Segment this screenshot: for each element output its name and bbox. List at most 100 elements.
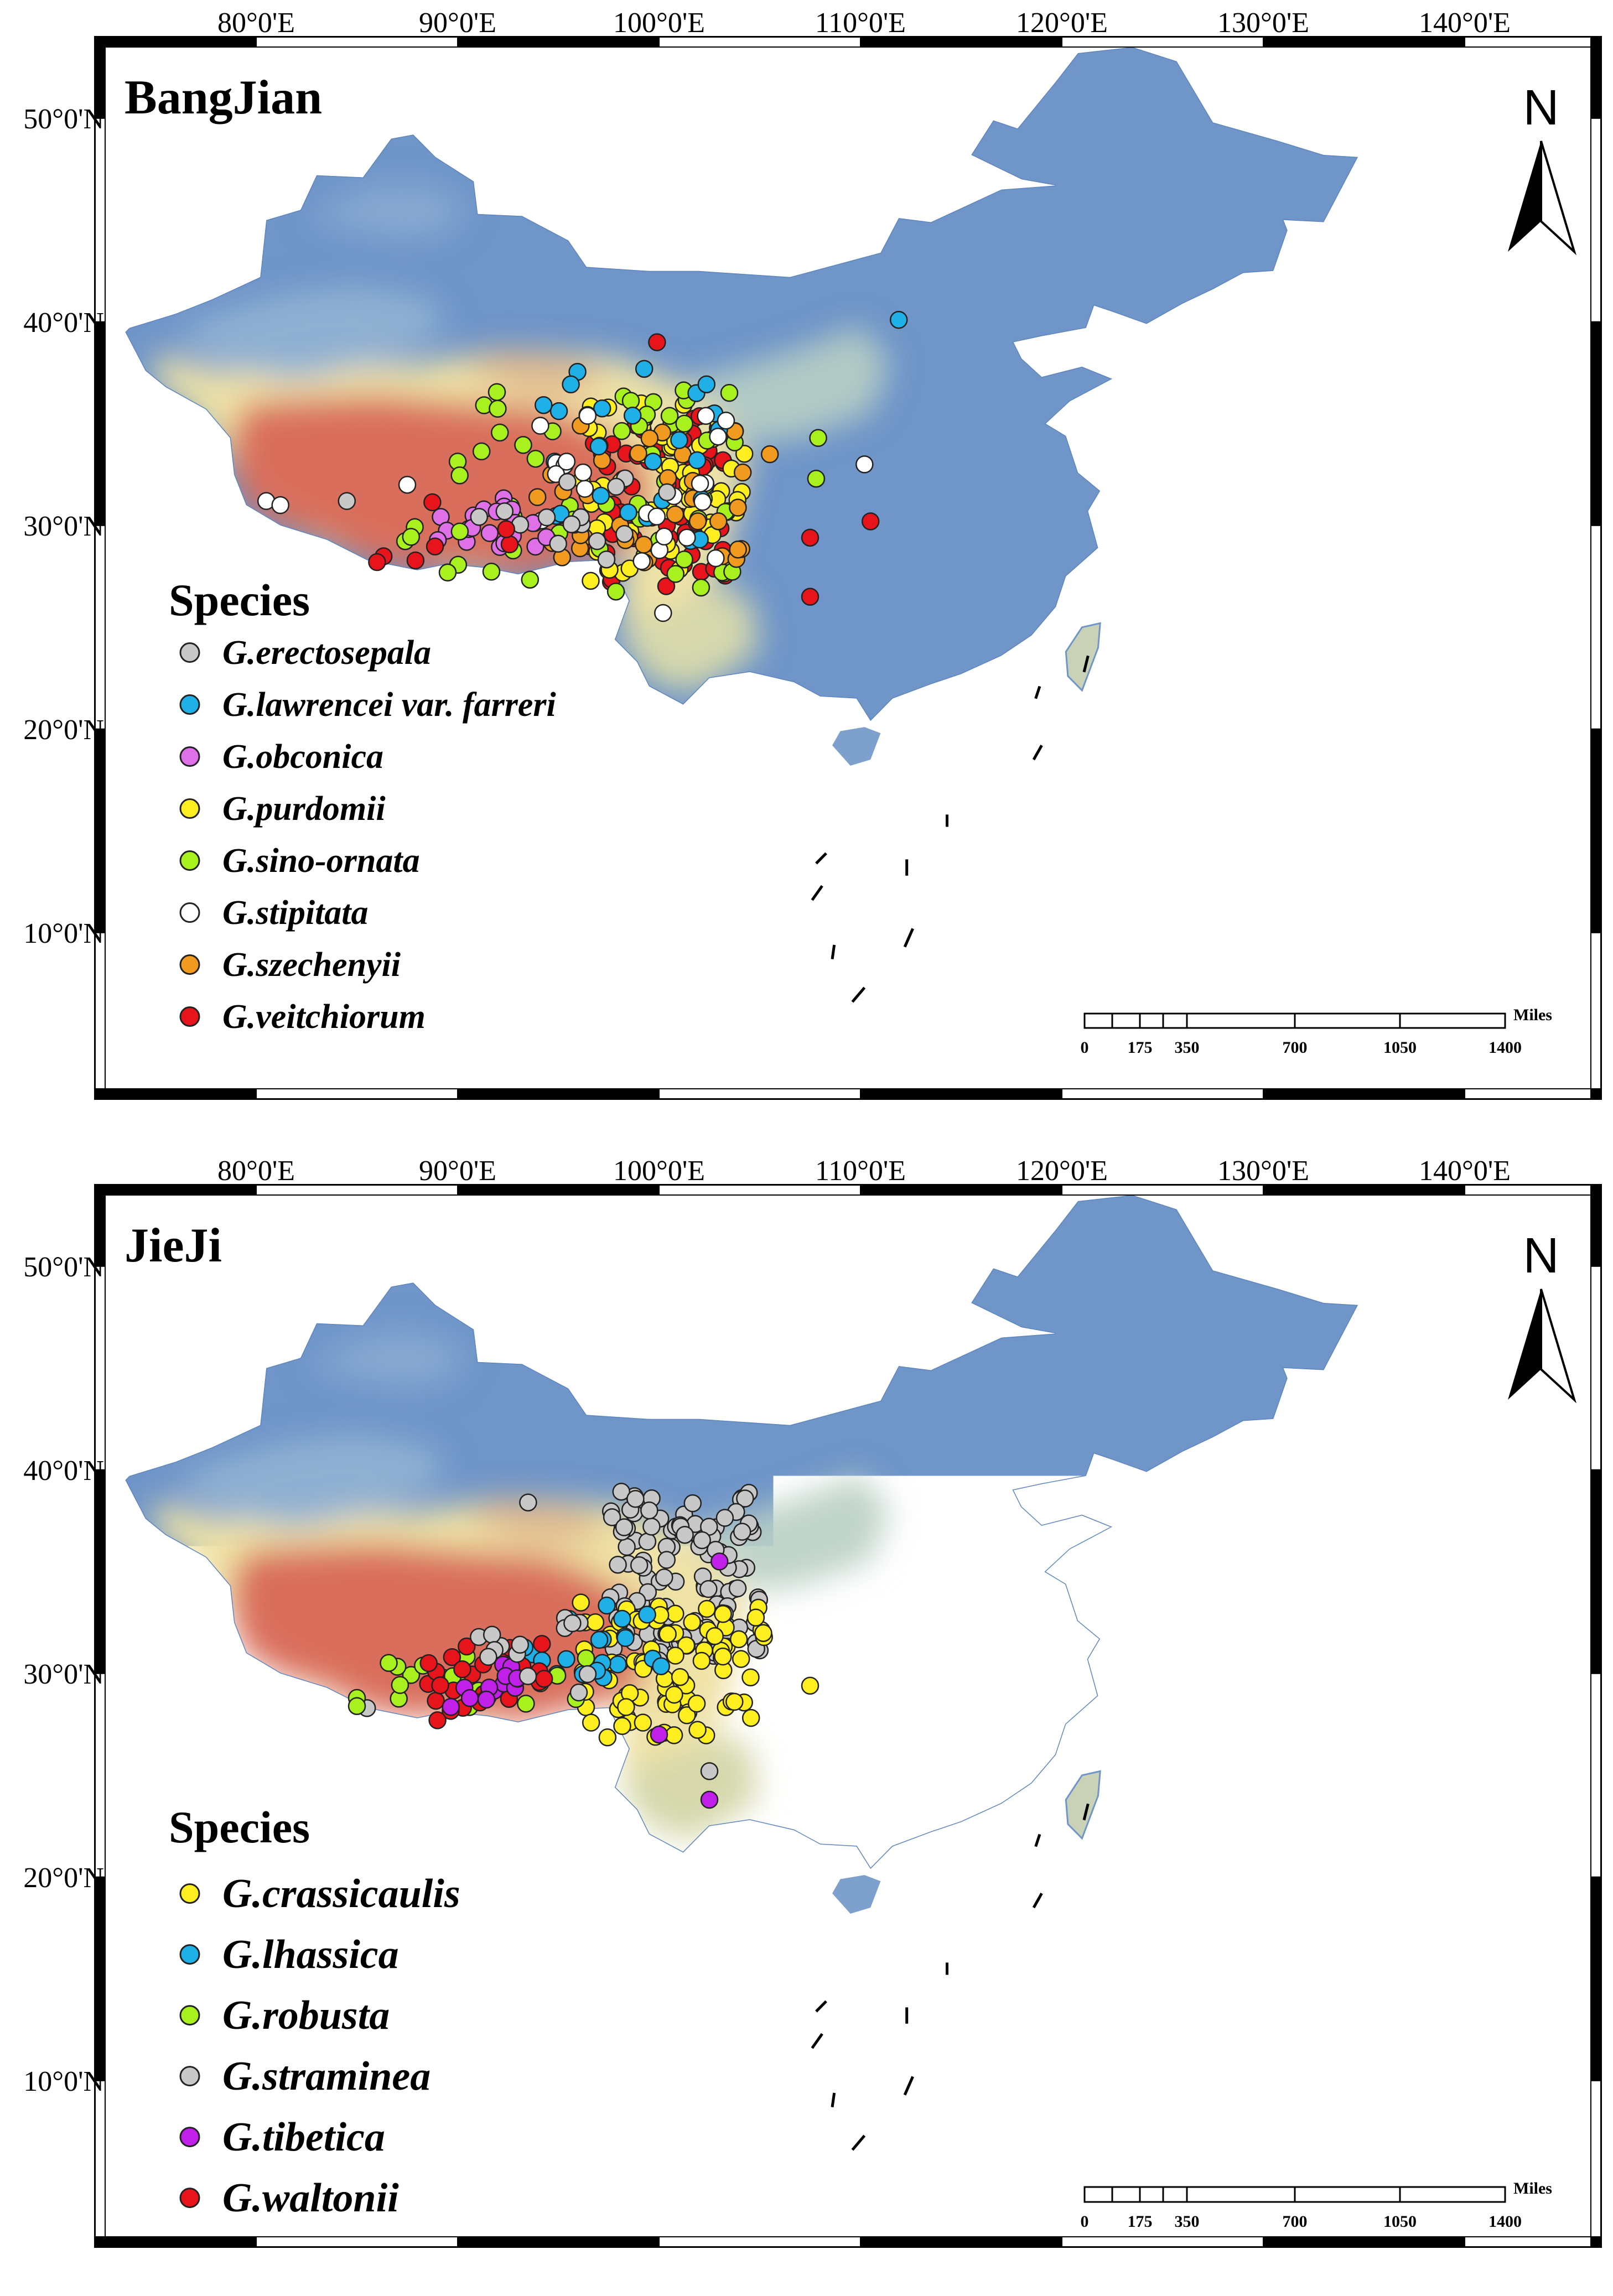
legend-swatch xyxy=(180,903,199,922)
occurrence-point xyxy=(532,418,548,434)
occurrence-point xyxy=(349,1698,365,1715)
occurrence-point xyxy=(658,1552,675,1568)
occurrence-point xyxy=(641,430,658,446)
occurrence-point xyxy=(599,1729,616,1746)
occurrence-point xyxy=(496,503,513,520)
occurrence-point xyxy=(656,528,672,545)
occurrence-point xyxy=(733,1651,749,1668)
occurrence-point xyxy=(590,438,607,455)
occurrence-point xyxy=(577,481,593,497)
occurrence-point xyxy=(610,1656,626,1672)
longitude-label: 90°0'E xyxy=(419,7,496,39)
latitude-label: 30°0'N xyxy=(23,511,104,542)
occurrence-point xyxy=(678,529,695,546)
scale-bar-tick: 1050 xyxy=(1383,2212,1417,2231)
occurrence-point xyxy=(480,1649,496,1665)
occurrence-point xyxy=(635,537,652,553)
scale-bar-tick: 175 xyxy=(1128,1038,1153,1057)
occurrence-point xyxy=(707,1628,723,1644)
longitude-label: 120°0'E xyxy=(1016,1155,1108,1187)
occurrence-point xyxy=(623,393,639,409)
occurrence-point xyxy=(381,1655,397,1671)
occurrence-point xyxy=(515,437,532,453)
occurrence-point xyxy=(667,1648,684,1664)
occurrence-point xyxy=(711,1553,728,1570)
occurrence-point xyxy=(428,1692,444,1709)
latitude-label: 20°0'N xyxy=(23,1862,104,1894)
occurrence-point xyxy=(575,464,592,481)
occurrence-point xyxy=(655,605,671,621)
legend-label: G.erectosepala xyxy=(222,634,431,672)
occurrence-point xyxy=(808,470,824,487)
occurrence-point xyxy=(608,479,624,495)
latitude-label: 50°0'N xyxy=(23,1251,104,1283)
occurrence-point xyxy=(755,1625,771,1642)
scale-bar-tick: 1400 xyxy=(1488,2212,1522,2231)
occurrence-point xyxy=(639,1534,656,1550)
map-svg: 80°0'E 90°0'E 100°0'E 110°0'E 120°0'E 130°0'E… xyxy=(0,1148,1613,2296)
panel-title: BangJian xyxy=(125,71,322,124)
map-svg: 80°0'E 90°0'E 100°0'E 110°0'E 120°0'E 130°0'E… xyxy=(0,0,1613,1148)
longitude-label: 130°0'E xyxy=(1217,7,1309,39)
occurrence-point xyxy=(659,484,676,501)
occurrence-point xyxy=(614,1611,630,1627)
occurrence-point xyxy=(614,1718,631,1734)
occurrence-point xyxy=(620,504,637,521)
scale-bar-unit: Miles xyxy=(1513,1006,1552,1024)
occurrence-point xyxy=(591,1632,608,1648)
occurrence-point xyxy=(538,509,555,526)
occurrence-point xyxy=(688,1695,705,1712)
occurrence-point xyxy=(587,1614,604,1630)
longitude-label: 100°0'E xyxy=(613,7,705,39)
occurrence-point xyxy=(721,385,738,401)
occurrence-point xyxy=(471,508,487,525)
occurrence-point xyxy=(639,1606,656,1623)
occurrence-point xyxy=(730,500,746,516)
occurrence-point xyxy=(810,430,827,446)
occurrence-point xyxy=(701,1791,718,1808)
legend-label: G.purdomii xyxy=(222,790,386,828)
occurrence-point xyxy=(573,1594,589,1611)
legend-label: G.stipitata xyxy=(222,894,369,932)
scale-bar-tick: 0 xyxy=(1081,2212,1089,2231)
latitude-label: 40°0'N xyxy=(23,1455,104,1487)
legend-label: G.obconica xyxy=(222,738,383,776)
legend-swatch xyxy=(180,1945,199,1964)
occurrence-point xyxy=(533,1635,550,1652)
occurrence-point xyxy=(550,536,567,552)
occurrence-point xyxy=(461,1690,478,1706)
occurrence-point xyxy=(392,1677,408,1694)
legend-label: G.lhassica xyxy=(222,1932,399,1977)
longitude-label: 80°0'E xyxy=(217,1155,295,1187)
occurrence-point xyxy=(593,487,609,504)
occurrence-point xyxy=(734,1524,750,1540)
occurrence-point xyxy=(610,1556,626,1573)
occurrence-point xyxy=(527,450,544,467)
occurrence-point xyxy=(714,1648,731,1665)
occurrence-point xyxy=(651,1726,667,1743)
occurrence-point xyxy=(369,554,385,570)
occurrence-point xyxy=(558,453,575,470)
occurrence-point xyxy=(660,1626,676,1643)
occurrence-point xyxy=(598,551,615,568)
occurrence-point xyxy=(512,1637,528,1653)
occurrence-point xyxy=(616,526,633,542)
occurrence-point xyxy=(535,397,552,413)
legend-swatch xyxy=(180,2067,199,2086)
occurrence-point xyxy=(748,1609,764,1626)
occurrence-point xyxy=(689,513,706,529)
latitude-label: 30°0'N xyxy=(23,1659,104,1690)
occurrence-point xyxy=(717,1510,733,1526)
longitude-label: 90°0'E xyxy=(419,1155,496,1187)
occurrence-point xyxy=(661,408,678,424)
legend-swatch xyxy=(180,2189,199,2207)
occurrence-point xyxy=(666,1727,682,1743)
occurrence-point xyxy=(452,523,468,540)
scale-bar-tick: 700 xyxy=(1283,1038,1308,1057)
occurrence-point xyxy=(564,1615,580,1632)
occurrence-point xyxy=(473,443,490,460)
legend-label: G.robusta xyxy=(222,1993,390,2038)
legend-swatch xyxy=(180,851,199,870)
occurrence-point xyxy=(730,541,746,558)
occurrence-point xyxy=(619,1539,635,1555)
